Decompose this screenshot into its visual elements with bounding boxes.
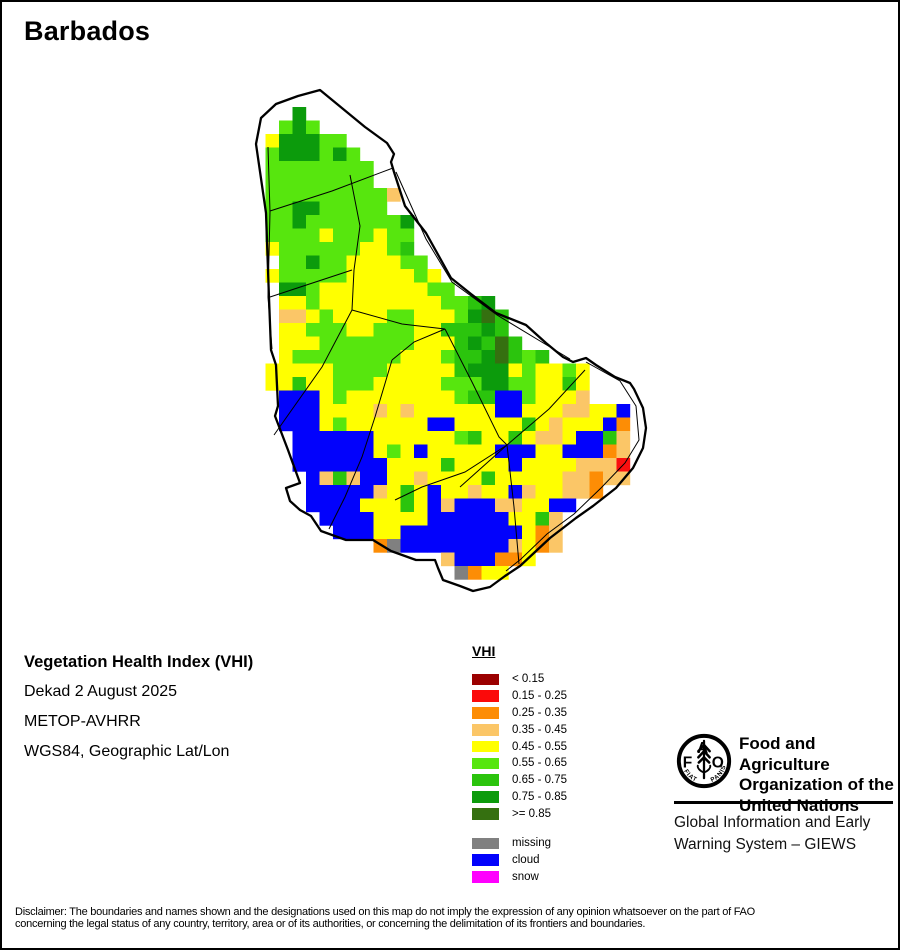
legend-entry: snow xyxy=(472,869,551,886)
page-title: Barbados xyxy=(24,16,151,46)
svg-text:O: O xyxy=(712,755,724,772)
legend-entry-label: >= 0.85 xyxy=(512,807,552,820)
legend-swatch xyxy=(472,808,499,820)
fao-org-line: Food and Agriculture xyxy=(739,734,830,774)
map-product-heading: Vegetation Health Index (VHI) xyxy=(24,653,254,671)
fao-org-line: United Nations xyxy=(739,795,859,815)
legend-entry-label: 0.75 - 0.85 xyxy=(512,790,567,803)
legend-swatch xyxy=(472,740,499,753)
island-outline xyxy=(254,88,648,593)
legend-entry: cloud xyxy=(472,852,551,869)
svg-text:F: F xyxy=(683,755,692,772)
legend-entries: < 0.15 0.15 - 0.25 0.25 - 0.35 0.35 - 0.45 0… xyxy=(472,671,567,822)
giews-label: Global Information and Early Warning Sys… xyxy=(674,812,870,856)
legend-swatch xyxy=(472,854,499,866)
svg-text:A: A xyxy=(697,740,708,757)
legend-special-entries: missing cloud snow xyxy=(472,835,551,885)
legend-entry-label: snow xyxy=(512,870,539,883)
legend-swatch xyxy=(472,707,499,719)
fao-org-name: Food and Agriculture Organization of the… xyxy=(739,734,898,816)
parish-boundaries xyxy=(267,146,640,572)
dekad-label: Dekad 2 August 2025 xyxy=(24,683,178,700)
legend-entry: 0.45 - 0.55 xyxy=(472,738,567,755)
legend-swatch xyxy=(472,837,499,850)
legend-swatch xyxy=(472,690,499,702)
legend-entry-label: 0.35 - 0.45 xyxy=(512,723,567,736)
legend-entry-label: 0.65 - 0.75 xyxy=(512,774,567,787)
fao-divider xyxy=(674,801,893,804)
legend-swatch xyxy=(472,774,499,786)
legend-entry: 0.75 - 0.85 xyxy=(472,789,567,806)
fao-org-line: Organization of the xyxy=(739,775,894,794)
legend-entry: >= 0.85 xyxy=(472,805,567,822)
legend-entry: 0.35 - 0.45 xyxy=(472,721,567,738)
sensor-label: METOP-AVHRR xyxy=(24,713,141,730)
legend-entry: 0.55 - 0.65 xyxy=(472,755,567,772)
disclaimer-line: Disclaimer: The boundaries and names sho… xyxy=(15,906,755,918)
legend-entry-label: < 0.15 xyxy=(512,673,545,686)
legend-entry-label: missing xyxy=(512,837,551,850)
giews-line: Global Information and Early xyxy=(674,814,871,831)
legend-swatch xyxy=(472,791,499,803)
disclaimer-text: Disclaimer: The boundaries and names sho… xyxy=(15,906,895,931)
legend-swatch xyxy=(472,757,499,770)
legend-entry-label: cloud xyxy=(512,854,540,867)
projection-label: WGS84, Geographic Lat/Lon xyxy=(24,743,230,760)
vhi-raster-layer xyxy=(265,107,631,580)
legend-entry: missing xyxy=(472,835,551,852)
legend-entry-label: 0.55 - 0.65 xyxy=(512,757,567,770)
legend-swatch xyxy=(472,673,499,686)
legend-entry: 0.65 - 0.75 xyxy=(472,772,567,789)
legend-entry-label: 0.45 - 0.55 xyxy=(512,740,567,753)
legend-entry-label: 0.25 - 0.35 xyxy=(512,706,567,719)
legend-swatch xyxy=(472,871,499,883)
legend-swatch xyxy=(472,724,499,736)
legend-entry-label: 0.15 - 0.25 xyxy=(512,690,567,703)
legend-title: VHI xyxy=(472,643,496,659)
disclaimer-line: concerning the legal status of any count… xyxy=(15,917,646,930)
legend-entry: 0.25 - 0.35 xyxy=(472,705,567,722)
legend-entry: 0.15 - 0.25 xyxy=(472,688,567,705)
giews-line: Warning System – GIEWS xyxy=(674,836,857,853)
legend-entry: < 0.15 xyxy=(472,671,567,688)
